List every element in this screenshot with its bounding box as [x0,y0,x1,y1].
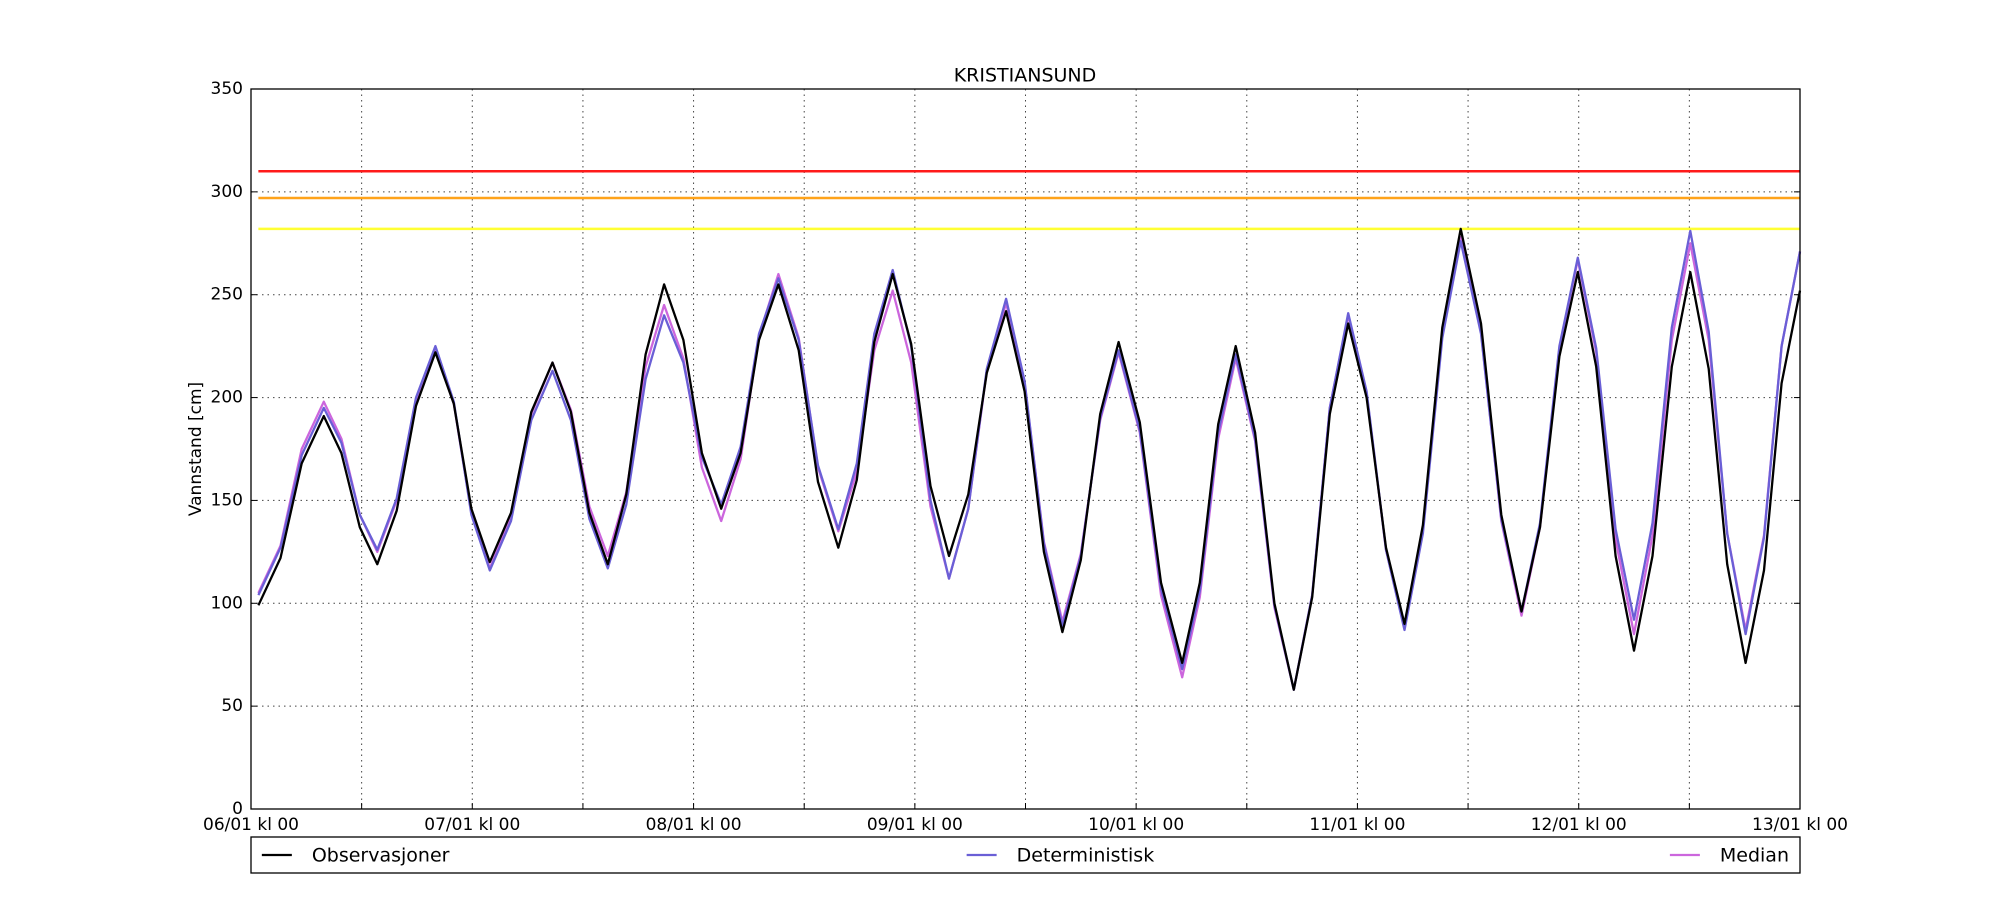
legend-box [250,836,1801,874]
x-tick-label: 09/01 kl 00 [867,815,963,835]
plot-frame [250,88,1801,810]
x-tick-label: 10/01 kl 00 [1088,815,1184,835]
x-tick-label: 11/01 kl 00 [1309,815,1405,835]
y-tick-label: 200 [211,388,243,408]
y-tick-label: 300 [211,182,243,202]
series-line [257,229,1802,691]
legend-label: Observasjoner [312,845,450,867]
x-tick-label: 07/01 kl 00 [424,815,520,835]
y-tick-label: 150 [211,490,243,510]
x-tick-label: 08/01 kl 00 [646,815,742,835]
series-line [257,227,1802,691]
y-axis-label: Vannstand [cm] [186,382,206,516]
legend-label: Median [1720,845,1789,867]
y-tick-label: 100 [211,593,243,613]
x-tick-label: 12/01 kl 00 [1531,815,1627,835]
y-tick-label: 350 [211,79,243,99]
y-tick-label: 0 [232,799,243,819]
x-tick-label: 13/01 kl 00 [1752,815,1848,835]
x-tick-label: 06/01 kl 00 [203,815,299,835]
y-tick-label: 50 [221,696,243,716]
legend-label: Deterministisk [1017,845,1155,867]
y-tick-label: 250 [211,285,243,305]
chart-title: KRISTIANSUND [954,65,1097,87]
